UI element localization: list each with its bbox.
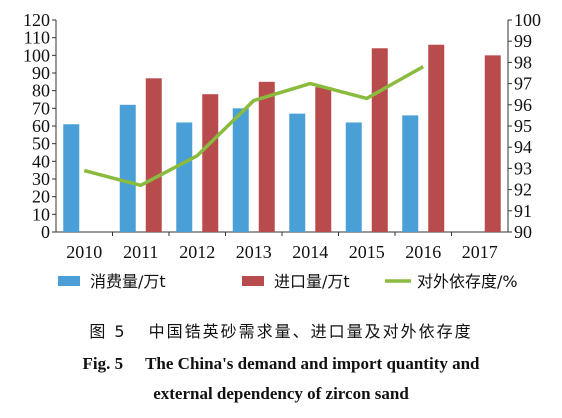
- x-tick-label: 2014: [292, 242, 328, 262]
- caption-en-text-1: The China's demand and import quantity a…: [145, 354, 480, 373]
- y-left-tick-label: 60: [32, 116, 50, 136]
- import-bar: [258, 81, 275, 232]
- import-bar: [484, 55, 501, 233]
- import-bar: [202, 94, 219, 232]
- figure-caption-en-line1: Fig. 5 The China's demand and import quan…: [0, 354, 562, 374]
- consumption-bar: [176, 122, 193, 232]
- y-right-tick-label: 98: [514, 52, 532, 72]
- caption-en-text-2: external dependency of zircon sand: [153, 384, 409, 403]
- x-tick-label: 2012: [179, 242, 215, 262]
- consumption-bar: [63, 124, 80, 232]
- x-tick-label: 2017: [462, 242, 498, 262]
- y-left-tick-label: 10: [32, 204, 50, 224]
- y-right-tick-label: 91: [514, 201, 532, 221]
- consumption-bar: [345, 122, 362, 232]
- import-bar: [315, 87, 332, 232]
- y-left-tick-label: 120: [23, 10, 50, 30]
- y-left-tick-label: 20: [32, 187, 50, 207]
- caption-en-label: Fig. 5: [82, 354, 124, 373]
- y-right-tick-label: 94: [514, 137, 532, 157]
- x-tick-label: 2015: [349, 242, 385, 262]
- y-left-tick-label: 90: [32, 63, 50, 83]
- import-bar: [371, 48, 388, 233]
- legend-label-consumption: 消费量/万t: [90, 272, 166, 291]
- legend-label-dependency: 对外依存度/%: [417, 272, 518, 291]
- x-tick-label: 2011: [123, 242, 158, 262]
- y-left-tick-label: 40: [32, 151, 50, 171]
- y-left-tick-label: 100: [23, 45, 50, 65]
- caption-zh-label: 图 5: [89, 322, 127, 341]
- y-right-tick-label: 96: [514, 95, 532, 115]
- caption-zh-text: 中国锆英砂需求量、进口量及对外依存度: [148, 322, 473, 341]
- figure-caption-zh: 图 5 中国锆英砂需求量、进口量及对外依存度: [0, 318, 562, 342]
- y-left-tick-label: 70: [32, 98, 50, 118]
- legend-swatch-consumption: [58, 276, 80, 286]
- consumption-bar: [402, 115, 419, 232]
- consumption-bar: [232, 108, 249, 232]
- figure-caption-en-line2: external dependency of zircon sand: [0, 384, 562, 404]
- y-right-tick-label: 90: [514, 222, 532, 242]
- import-bar: [428, 44, 445, 232]
- y-right-tick-label: 93: [514, 158, 532, 178]
- chart-legend: 消费量/万t 进口量/万t 对外依存度/%: [58, 272, 518, 291]
- zircon-chart: 0102030405060708090100110120909192939495…: [23, 10, 541, 291]
- y-left-tick-label: 110: [24, 28, 50, 48]
- consumption-bar: [289, 113, 306, 232]
- x-tick-label: 2013: [236, 242, 272, 262]
- import-bar: [145, 78, 162, 232]
- y-left-tick-label: 0: [41, 222, 50, 242]
- x-tick-label: 2010: [66, 242, 102, 262]
- y-left-tick-label: 50: [32, 134, 50, 154]
- y-right-tick-label: 99: [514, 31, 532, 51]
- y-right-tick-label: 95: [514, 116, 532, 136]
- y-right-tick-label: 100: [514, 10, 541, 30]
- y-right-tick-label: 92: [514, 180, 532, 200]
- x-tick-label: 2016: [405, 242, 441, 262]
- y-right-tick-label: 97: [514, 74, 532, 94]
- legend-swatch-import: [242, 276, 264, 286]
- legend-label-import: 进口量/万t: [274, 272, 350, 291]
- y-left-tick-label: 30: [32, 169, 50, 189]
- consumption-bar: [119, 104, 136, 232]
- y-left-tick-label: 80: [32, 81, 50, 101]
